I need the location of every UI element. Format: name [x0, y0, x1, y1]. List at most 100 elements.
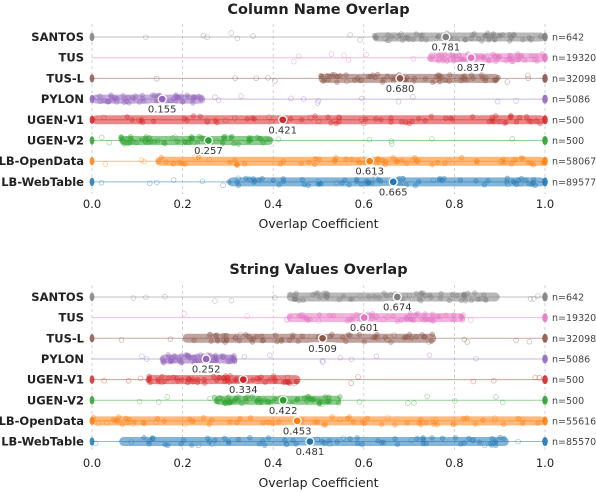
- mean-label-bg: [309, 342, 337, 355]
- data-point: [208, 338, 214, 344]
- data-point: [243, 398, 249, 404]
- data-point: [306, 159, 312, 165]
- data-point: [420, 435, 426, 441]
- end-cap: [542, 354, 548, 364]
- data-point: [172, 134, 178, 140]
- data-point: [139, 92, 145, 99]
- data-point: [442, 160, 448, 167]
- data-point: [515, 438, 521, 445]
- data-point: [518, 175, 525, 182]
- data-point: [197, 113, 203, 120]
- data-point: [215, 398, 221, 405]
- n-label: n=5086: [552, 95, 590, 106]
- data-point: [468, 317, 474, 323]
- data-point: [161, 139, 167, 146]
- data-point: [419, 32, 425, 38]
- data-point: [432, 78, 438, 85]
- data-point: [398, 175, 405, 182]
- data-point: [452, 398, 458, 404]
- data-point: [394, 441, 401, 448]
- data-point: [356, 331, 362, 338]
- data-point: [468, 72, 475, 78]
- data-point: [473, 355, 479, 362]
- data-point: [207, 332, 213, 339]
- data-point: [259, 333, 265, 339]
- data-point: [141, 158, 147, 165]
- data-point: [404, 420, 410, 426]
- data-point: [325, 291, 331, 297]
- data-point: [234, 179, 240, 185]
- data-point: [283, 441, 290, 448]
- data-point: [468, 297, 475, 304]
- data-point: [436, 33, 442, 39]
- data-point: [385, 32, 391, 38]
- data-point: [162, 442, 168, 448]
- data-point: [234, 162, 240, 168]
- data-point: [514, 52, 520, 59]
- data-point: [472, 421, 479, 427]
- data-point: [110, 417, 117, 423]
- data-point: [223, 332, 230, 339]
- data-point: [453, 53, 459, 60]
- data-point: [291, 380, 298, 387]
- mean-label-bg: [379, 185, 407, 198]
- end-cap: [542, 416, 548, 426]
- data-point: [226, 440, 232, 446]
- data-point: [119, 421, 126, 428]
- data-point: [464, 290, 471, 297]
- data-point: [185, 94, 191, 100]
- data-point: [420, 441, 426, 447]
- data-point: [235, 394, 241, 400]
- data-point: [441, 175, 447, 182]
- data-point: [492, 36, 498, 43]
- data-point: [433, 73, 440, 80]
- data-point: [422, 117, 428, 124]
- data-point: [404, 400, 411, 406]
- data-point: [154, 179, 160, 186]
- data-point: [294, 396, 301, 403]
- data-point: [492, 415, 498, 421]
- data-point: [361, 420, 367, 427]
- data-point: [245, 333, 251, 339]
- data-point: [485, 178, 491, 184]
- mean-label: 0.257: [194, 146, 223, 157]
- data-point: [423, 440, 429, 447]
- data-point: [98, 134, 105, 141]
- data-point: [152, 92, 158, 98]
- data-point: [235, 175, 242, 182]
- x-axis-label: Overlap Coefficient: [258, 475, 378, 490]
- data-point: [506, 38, 513, 44]
- data-point: [256, 177, 262, 183]
- data-point: [190, 95, 197, 101]
- data-point: [447, 55, 454, 62]
- end-cap: [542, 136, 548, 145]
- data-point: [142, 137, 148, 144]
- data-point: [161, 418, 167, 424]
- data-point: [429, 311, 436, 317]
- data-point: [195, 376, 201, 383]
- data-point: [324, 398, 330, 405]
- data-point: [384, 414, 391, 421]
- data-point: [101, 377, 107, 384]
- data-point: [143, 356, 150, 362]
- data-point: [115, 414, 122, 420]
- series-row: SANTOS 0.674 n=642: [31, 290, 584, 314]
- data-point: [347, 317, 353, 323]
- data-point: [287, 313, 293, 319]
- data-point: [388, 339, 394, 345]
- data-point: [439, 54, 446, 61]
- data-point: [413, 158, 420, 165]
- data-point: [136, 398, 143, 405]
- data-point: [245, 394, 251, 400]
- data-point: [483, 54, 489, 60]
- data-point: [98, 180, 105, 186]
- data-point: [423, 37, 429, 43]
- data-point: [285, 379, 292, 385]
- data-point: [473, 178, 479, 184]
- data-point: [209, 417, 215, 423]
- data-point: [497, 434, 503, 441]
- data-point: [412, 182, 419, 189]
- data-point: [459, 154, 465, 161]
- data-point: [248, 135, 254, 141]
- data-point: [511, 157, 517, 163]
